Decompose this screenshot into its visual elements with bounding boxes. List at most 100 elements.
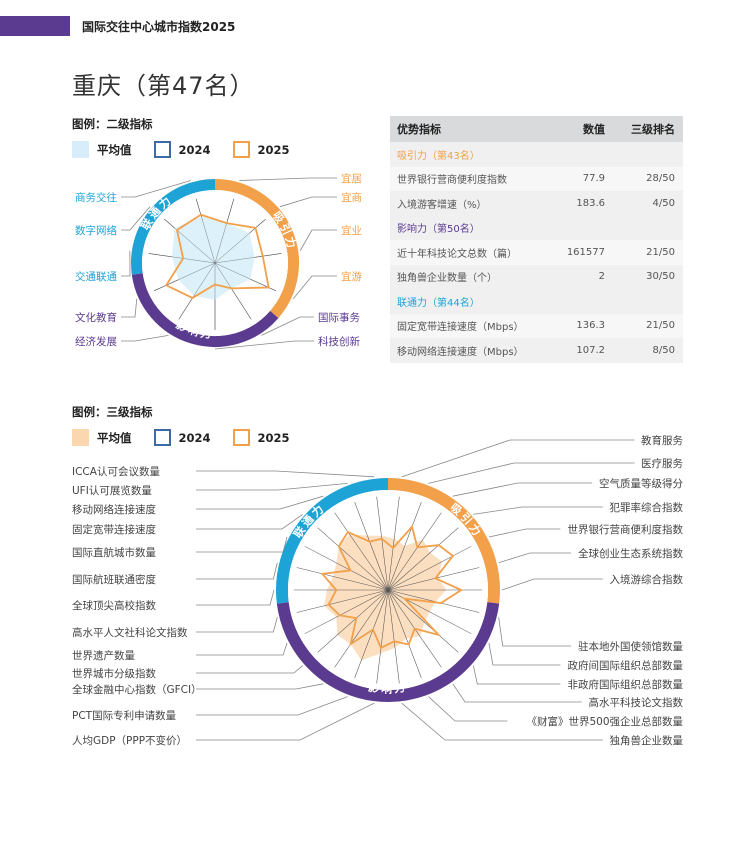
radar-axis-label: 宜居 — [341, 172, 362, 185]
page-title: 重庆（第47名） — [72, 72, 255, 100]
leader-line — [488, 528, 561, 538]
radar-spoke — [387, 527, 459, 591]
leader-line — [498, 617, 571, 647]
radar-axis-label: 移动网络连接速度 — [72, 503, 156, 516]
table-row: 近十年科技论文总数（篇） 161577 21/50 — [390, 240, 683, 265]
radar-axis-label: 医疗服务 — [641, 457, 683, 470]
legend-secondary: 平均值 2024 2025 — [72, 141, 312, 158]
table-row: 世界银行营商便利度指数 77.9 28/50 — [390, 166, 683, 191]
table-cell-rank: 28/50 — [646, 173, 675, 185]
radar-spoke — [387, 589, 480, 613]
table-header-indicator: 优势指标 — [397, 123, 441, 136]
table-cell-rank: 21/50 — [646, 246, 675, 258]
radar-spoke — [387, 589, 472, 634]
radar-spoke-overlay — [214, 262, 252, 320]
radar-2025-line — [320, 524, 464, 650]
leader-line — [299, 229, 337, 251]
leader-line — [401, 439, 635, 478]
leader-line — [196, 514, 303, 530]
radar-spoke-overlay — [148, 253, 216, 264]
ring-segment — [276, 478, 389, 604]
radar-spoke — [387, 546, 472, 591]
header-title: 国际交往中心城市指数2025 — [82, 20, 236, 34]
radar-spoke — [334, 512, 389, 591]
leader-line — [196, 562, 278, 580]
leader-line — [196, 665, 303, 674]
radar-axis-label: 全球顶尖高校指数 — [72, 599, 156, 612]
radar-axis-label: 空气质量等级得分 — [599, 477, 683, 490]
table-cell-rank: 21/50 — [646, 320, 675, 332]
table-cell-value: 2 — [598, 271, 605, 283]
radar-spoke-overlay — [164, 218, 216, 264]
leader-line — [214, 340, 314, 350]
table-group-influence: 影响力（第50名） — [397, 224, 480, 236]
radar-spoke-overlay — [153, 262, 216, 292]
leader-line — [498, 552, 571, 564]
radar-axis-label: 全球创业生态系统指数 — [578, 547, 683, 560]
table-cell-rank: 8/50 — [652, 344, 675, 356]
radar-spoke-overlay — [214, 218, 266, 264]
table-cell-value: 183.6 — [576, 197, 605, 209]
table-header-value: 数值 — [583, 123, 605, 136]
legend-2025-swatch — [232, 429, 250, 446]
table-cell-indicator: 独角兽企业数量（个） — [397, 273, 497, 285]
radar-axis-label: 宜业 — [341, 224, 362, 237]
radar-axis-label: 固定宽带连接速度 — [72, 523, 156, 536]
leader-line — [452, 482, 593, 497]
radar-axis-label: 经济发展 — [75, 335, 117, 348]
ring-segment — [276, 602, 500, 702]
table-cell-indicator: 世界银行营商便利度指数 — [397, 175, 507, 187]
leader-line — [196, 470, 375, 478]
table-group-connect: 联通力（第44名） — [397, 297, 480, 309]
leader-line — [452, 683, 582, 703]
radar-spoke — [296, 589, 389, 613]
radar-spoke — [334, 589, 389, 668]
radar-spoke — [387, 512, 442, 591]
radar-spoke — [304, 589, 389, 634]
leader-line — [121, 180, 191, 198]
radar-axis-label: 科技创新 — [318, 335, 360, 348]
radar-axis-label: 商务交往 — [75, 191, 117, 204]
table-cell-rank: 4/50 — [652, 197, 675, 209]
table-row: 固定宽带连接速度（Mbps） 136.3 21/50 — [390, 313, 683, 338]
radar-spoke-overlay — [214, 262, 277, 292]
leader-line — [239, 177, 337, 181]
radar-spoke-overlay — [178, 262, 216, 320]
table-cell-value: 161577 — [566, 246, 605, 258]
table-cell-indicator: 固定宽带连接速度（Mbps） — [397, 322, 524, 334]
leader-line — [196, 483, 348, 491]
legend-2024-label: 2024 — [178, 430, 211, 445]
radar-axis-label: PCT国际专利申请数量 — [72, 709, 177, 722]
leader-line — [292, 275, 337, 299]
table-cell-rank: 30/50 — [646, 271, 675, 283]
table-cell-value: 107.2 — [576, 344, 605, 356]
ring-segment — [214, 179, 299, 319]
leader-line — [196, 642, 288, 656]
radar-spoke — [376, 496, 389, 591]
radar-spoke — [304, 546, 389, 591]
table-cell-indicator: 近十年科技论文总数（篇） — [397, 248, 517, 260]
leader-line — [121, 334, 169, 342]
radar-spoke — [387, 589, 459, 653]
radar-axis-label: 国际直航城市数量 — [72, 546, 156, 559]
leader-line — [196, 536, 288, 553]
table-row: 移动网络连接速度（Mbps） 107.2 8/50 — [390, 338, 683, 363]
leader-line — [121, 298, 138, 318]
leader-line — [196, 696, 348, 716]
leader-line — [428, 462, 635, 484]
radar-axis-label: UFI认可展览数量 — [72, 484, 152, 497]
leader-line — [196, 589, 275, 606]
radar-axis-label: 宜游 — [341, 270, 362, 283]
leader-line — [473, 506, 603, 515]
legend-2025-swatch — [232, 141, 250, 158]
table-header-row: 优势指标 数值 三级排名 — [390, 116, 683, 142]
leader-line — [196, 683, 324, 690]
radar-spoke — [387, 589, 400, 684]
radar-axis-label: 世界银行营商便利度指数 — [568, 523, 684, 536]
radar-axis-label: 数字网络 — [75, 224, 117, 237]
radar-axis-label: 交通联通 — [75, 270, 117, 283]
radar-spoke — [317, 527, 389, 591]
leader-line — [121, 250, 131, 277]
leader-line — [501, 578, 603, 591]
